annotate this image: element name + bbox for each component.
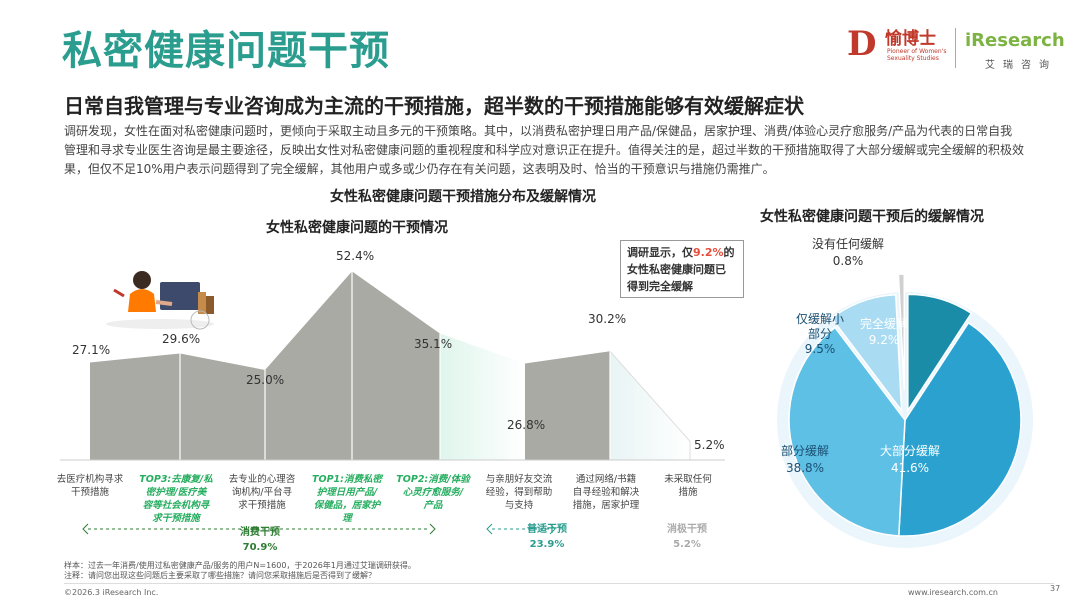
callout-box: 调研显示，仅9.2%的 女性私密健康问题已 得到完全缓解 [620, 240, 744, 298]
value-label-products: 52.4% [336, 249, 375, 263]
pie-slice-most [898, 321, 1022, 537]
callout-highlight: 9.2% [693, 246, 724, 259]
category-label-online: 通过网络/书籍 自寻经验和解决 措施，居家护理 [572, 474, 640, 511]
group-consumer: 消费干预 70.9% [240, 527, 280, 553]
consumer-group-bracket [82, 523, 436, 535]
value-label-none: 5.2% [694, 438, 725, 452]
footnote: 样本：过去一年消费/使用过私密健康产品/服务的用户N=1600，于2026年1月… [64, 561, 416, 580]
yuboshi-tagline: Pioneer of Women's Sexuality Studies [887, 48, 947, 62]
value-label-rehab: 29.6% [162, 332, 201, 346]
value-label-healing: 35.1% [414, 337, 453, 351]
page-number: 37 [1050, 584, 1061, 593]
value-label-online: 30.2% [588, 312, 627, 326]
iresearch-cn-name: 艾瑞咨询 [985, 60, 1057, 71]
site-url: www.iresearch.com.cn [908, 588, 998, 597]
value-label-medical: 27.1% [72, 343, 111, 357]
chart-main-title: 女性私密健康问题干预措施分布及缓解情况 [330, 189, 596, 205]
pie-slice-small [830, 293, 903, 413]
logo-divider [955, 28, 956, 68]
copyright: ©2026.3 iResearch Inc. [64, 588, 159, 597]
iresearch-logo: iResearch [965, 30, 1065, 51]
group-brackets [82, 523, 556, 535]
yuboshi-logo: D 愉博士 Pioneer of Women's Sexuality Studi… [847, 22, 972, 72]
pie-label-full: 完全缓解 9.2% [859, 317, 908, 347]
area-segment-online-fade [609, 349, 691, 461]
area-chart-title: 女性私密健康问题的干预情况 [266, 220, 448, 236]
group-general: 普适干预 23.9% [527, 524, 567, 550]
yuboshi-name: 愉博士 [885, 29, 936, 49]
page-subtitle: 日常自我管理与专业咨询成为主流的干预措施，超半数的干预措施能够有效缓解症状 [64, 94, 804, 118]
pie-label-small: 仅缓解小部分 9.5% [795, 312, 844, 356]
value-label-friends: 26.8% [507, 418, 546, 432]
category-label-none: 未采取任何 措施 [664, 474, 712, 498]
value-label-psych: 25.0% [246, 373, 285, 387]
category-label-top3: TOP3:去康复/私 密护理/医疗美 容等社会机构寻 求干预措施 [139, 474, 213, 524]
footer-divider [64, 583, 1054, 584]
pie-label-most: 大部分缓解 41.6% [879, 444, 940, 475]
category-label-top2: TOP2:消费/体验 心灵疗愈服务/ 产品 [396, 474, 470, 511]
pie-slice-full [907, 293, 973, 413]
area-segment-healing-fade [440, 333, 525, 460]
intro-paragraph: 调研发现，女性在面对私密健康问题时，更倾向于采取主动且多元的干预策略。其中，以消… [64, 124, 1025, 176]
category-label-top1: TOP1:消费私密 护理日用产品/ 保健品，居家护 理 [312, 474, 382, 524]
pie-slice-none [897, 273, 905, 391]
page-title: 私密健康问题干预 [62, 28, 390, 74]
woman-at-desk-illustration [106, 271, 214, 330]
area-segment-friends [525, 351, 610, 460]
intervention-area-chart [60, 271, 725, 461]
pie-chart-title: 女性私密健康问题干预后的缓解情况 [760, 209, 984, 225]
relief-pie-chart [777, 273, 1033, 548]
category-label-friends: 与亲朋好友交流 经验，得到帮助 与支持 [485, 474, 553, 511]
pie-label-partial: 部分缓解 38.8% [780, 444, 829, 475]
category-label-medical: 去医疗机构寻求 干预措施 [56, 474, 124, 498]
yuboshi-mark-icon: D [847, 24, 877, 64]
category-label-psych: 去专业的心理咨 询机构/平台寻 求干预措施 [228, 474, 296, 511]
general-group-bracket [486, 523, 556, 535]
pie-label-none: 没有任何缓解 0.8% [811, 237, 884, 268]
pie-slice-partial [788, 326, 906, 537]
group-passive: 消极干预 5.2% [667, 524, 707, 550]
